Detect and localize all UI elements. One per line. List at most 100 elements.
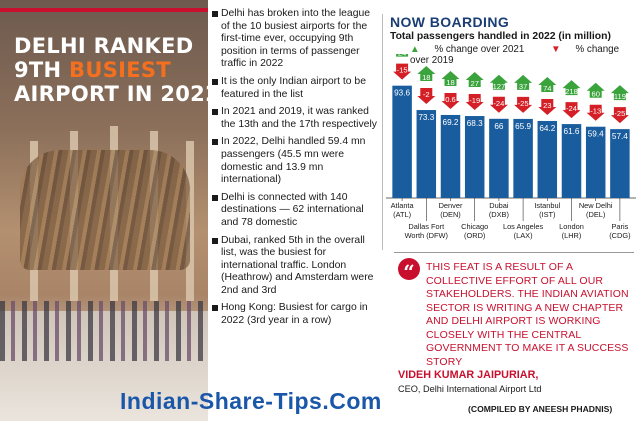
- bullet-item: Dubai, ranked 5th in the overall list, w…: [212, 235, 378, 298]
- headline-line1: DELHI RANKED: [14, 34, 194, 58]
- accent-bar: [0, 8, 208, 12]
- bar-value-label: 61.6: [564, 127, 580, 136]
- bar-value-label: 65.9: [515, 122, 531, 131]
- passenger-crowd: [0, 301, 208, 361]
- up-arrow-icon: [489, 74, 508, 90]
- x-tick-label: Chicago: [461, 222, 488, 231]
- change-2019-label: -2: [423, 90, 430, 99]
- up-arrow-icon: [538, 76, 557, 92]
- change-2021-label: 218: [565, 87, 578, 96]
- change-2019-label: -25: [614, 109, 625, 118]
- x-tick-label: Istanbul: [534, 201, 560, 210]
- quote-speaker: VIDEH KUMAR JAIPURIAR,: [398, 369, 539, 381]
- change-2019-label: -24: [493, 99, 504, 108]
- passenger-bar-chart: 93.6 24 -15 Atlanta(ATL) 73.3 18 -2 Dallas Fort…: [386, 54, 636, 240]
- bullet-item: In 2021 and 2019, it was ranked the 13th…: [212, 106, 378, 131]
- chart-bar: [585, 126, 606, 198]
- x-tick-label: Atlanta: [391, 201, 415, 210]
- up-arrow-icon: [562, 80, 581, 96]
- bullet-list: Delhi has broken into the league of the …: [212, 8, 378, 333]
- bar-value-label: 68.3: [467, 119, 483, 128]
- headline-line2a: 9TH: [14, 58, 70, 82]
- bar-value-label: 69.2: [443, 118, 459, 127]
- change-2021-label: 119: [614, 92, 626, 101]
- x-tick-label: Los Angeles: [503, 222, 544, 231]
- x-tick-label: New Delhi: [579, 201, 613, 210]
- change-2021-label: 127: [493, 82, 506, 91]
- compiled-credit: (COMPILED BY ANEESH PHADNIS): [468, 404, 613, 414]
- quote-text: This feat is a result of a collective ef…: [426, 261, 629, 368]
- x-tick-code: (DXB): [489, 210, 509, 219]
- change-2019-label: -24: [566, 104, 577, 113]
- down-arrow-icon: [489, 96, 508, 113]
- change-2019-label: 0.6: [445, 95, 456, 104]
- change-2021-label: 24: [398, 54, 406, 58]
- x-tick-code: (IST): [539, 210, 555, 219]
- bar-value-label: 93.6: [394, 89, 410, 98]
- down-arrow-icon: [465, 94, 484, 111]
- down-arrow-icon: [441, 92, 460, 109]
- down-arrow-icon: [393, 63, 412, 80]
- chart-bar: [561, 124, 582, 198]
- change-2019-label: -13: [590, 107, 601, 116]
- chart-subtitle: Total passengers handled in 2022 (in mil…: [390, 31, 611, 42]
- bullet-item: It is the only Indian airport to be feat…: [212, 76, 378, 101]
- chart-bar: [610, 129, 630, 198]
- mudra-sculpture: [20, 150, 190, 270]
- column-divider: [382, 14, 383, 250]
- bar-value-label: 64.2: [539, 124, 555, 133]
- chart-legend: ▲ % change over 2021 ▼ % change over 201…: [410, 44, 640, 66]
- change-2021-label: 74: [543, 84, 551, 93]
- bullet-item: Delhi has broken into the league of the …: [212, 8, 378, 71]
- bar-value-label: 59.4: [588, 130, 604, 139]
- bar-value-label: 66: [494, 122, 504, 131]
- change-2019-label: -19: [469, 96, 480, 105]
- change-2019-label: 23: [543, 101, 551, 110]
- down-arrow-icon: [610, 107, 629, 124]
- bar-value-label: 57.4: [612, 132, 628, 141]
- down-arrow-icon: [417, 88, 436, 105]
- x-tick-code: Worth (DFW): [405, 231, 448, 240]
- down-arrow-icon: [514, 96, 533, 113]
- quote-role: CEO, Delhi International Airport Ltd: [398, 384, 542, 394]
- up-arrow-icon: [441, 70, 460, 86]
- change-2021-label: 18: [422, 73, 430, 82]
- x-tick-label: Denver: [439, 201, 463, 210]
- headline-line2b: BUSIEST: [69, 58, 171, 82]
- headline-line3: AIRPORT IN 2022: [14, 82, 220, 106]
- x-tick-label: Dallas Fort: [408, 222, 444, 231]
- bullet-item: Hong Kong: Busiest for cargo in 2022 (3r…: [212, 302, 378, 327]
- down-arrow-icon: [562, 102, 581, 119]
- x-tick-code: (DEL): [586, 210, 605, 219]
- chart-bar: [489, 118, 509, 198]
- change-2021-label: 37: [519, 82, 527, 91]
- up-arrow-icon: [586, 82, 605, 98]
- up-arrow-icon: [465, 72, 484, 88]
- x-tick-label: Paris: [611, 222, 628, 231]
- x-tick-code: (DEN): [440, 210, 461, 219]
- quote-icon: “: [398, 258, 420, 284]
- change-2021-label: 60: [591, 90, 599, 99]
- legend-2021: ▲ % change over 2021: [410, 44, 525, 55]
- chart-bar: [537, 120, 558, 198]
- x-tick-code: (LHR): [562, 231, 582, 240]
- x-tick-code: (ORD): [464, 231, 485, 240]
- headline: DELHI RANKED 9TH BUSIEST AIRPORT IN 2022: [14, 34, 220, 106]
- chart-bar: [513, 118, 533, 198]
- change-2021-label: 27: [470, 79, 478, 88]
- legend-down-arrow-icon: ▼: [551, 44, 561, 55]
- x-tick-label: Dubai: [489, 201, 509, 210]
- chart-bar: [464, 116, 485, 198]
- x-tick-label: London: [559, 222, 584, 231]
- airport-photo: [0, 0, 208, 421]
- chart-bar: [392, 85, 412, 198]
- chart-title: NOW BOARDING: [390, 14, 510, 30]
- x-tick-code: (ATL): [393, 210, 411, 219]
- bar-value-label: 73.3: [418, 113, 434, 122]
- up-arrow-icon: [396, 54, 409, 57]
- up-arrow-icon: [610, 85, 629, 101]
- down-arrow-icon: [538, 98, 557, 115]
- up-arrow-icon: [514, 74, 533, 90]
- legend-up-arrow-icon: ▲: [410, 44, 420, 55]
- change-2019-label: -15: [397, 66, 408, 75]
